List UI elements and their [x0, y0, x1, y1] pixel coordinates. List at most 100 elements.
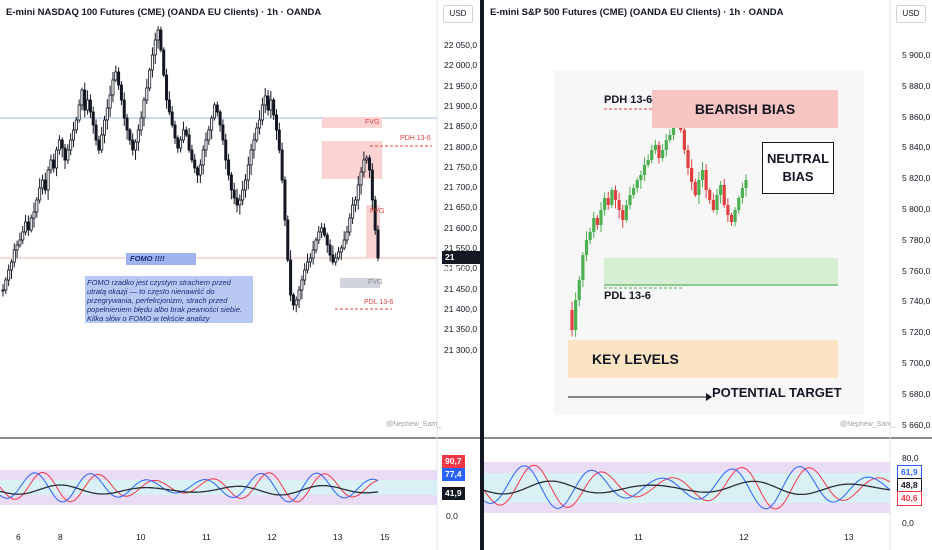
nasdaq-candle-body — [263, 95, 267, 106]
nasdaq-candle-body — [362, 159, 366, 173]
nasdaq-candle-body — [252, 139, 256, 151]
nasdaq-osc-line-black — [0, 484, 379, 496]
nasdaq-candle-body — [331, 254, 335, 263]
nasdaq-candle-body — [334, 257, 338, 263]
nasdaq-price-tick: 21 300,0 — [444, 344, 478, 355]
sp500-date-12: 12 — [739, 532, 749, 542]
nasdaq-candle-body — [32, 211, 36, 219]
nasdaq-candle-body — [43, 179, 47, 191]
nasdaq-candle-body — [314, 239, 318, 251]
nasdaq-osc-badge-1: 90,7 — [442, 455, 465, 468]
nasdaq-candle-body — [198, 164, 202, 176]
nasdaq-candle-body — [145, 87, 149, 101]
nasdaq-fvg-label-2: FVG — [370, 208, 385, 215]
nasdaq-candle-body — [351, 204, 355, 219]
nasdaq-osc-line-blue — [0, 472, 379, 503]
nasdaq-candle-body — [207, 129, 211, 141]
nasdaq-candle-body — [69, 139, 73, 151]
nasdaq-osc-badge-3: 41,9 — [442, 487, 465, 500]
nasdaq-candle-body — [91, 111, 95, 126]
sp500-candle-body — [744, 180, 748, 188]
nasdaq-candle-body — [210, 117, 214, 131]
sp500-chart-title: E-mini S&P 500 Futures (CME) (OANDA EU C… — [490, 7, 784, 18]
sp500-candle-body — [624, 205, 628, 220]
nasdaq-candle-body — [328, 244, 332, 256]
nasdaq-candle-body — [21, 231, 25, 241]
sp500-candle-body — [726, 205, 730, 215]
sp500-chart-panel[interactable]: E-mini S&P 500 Futures (CME) (OANDA EU C… — [484, 0, 932, 550]
nasdaq-date-13: 13 — [333, 532, 343, 542]
sp500-candle-body — [682, 130, 686, 150]
nasdaq-candle-body — [103, 119, 107, 136]
sp500-candle-body — [628, 195, 632, 205]
nasdaq-price-tick: 21 700,0 — [444, 182, 478, 193]
sp500-candle-body — [704, 170, 708, 190]
nasdaq-candle-body — [272, 99, 276, 116]
sp500-osc-line-blue — [484, 465, 891, 510]
nasdaq-candle-body — [291, 294, 295, 306]
sp500-osc-line-red — [484, 464, 891, 510]
sp500-price-tick: 5 700,0 — [902, 358, 931, 368]
sp500-candle-body — [603, 198, 607, 210]
nasdaq-price-tick: 21 550,0 — [444, 243, 478, 253]
sp500-candle-body — [610, 190, 614, 205]
nasdaq-candle-body — [342, 239, 346, 249]
sp500-candle-body — [715, 195, 719, 210]
nasdaq-price-tick: 22 000,0 — [444, 60, 478, 71]
nasdaq-chart-canvas[interactable] — [0, 0, 480, 550]
nasdaq-candle-body — [88, 99, 92, 113]
nasdaq-date-15: 15 — [380, 532, 390, 542]
sp500-candle-body — [700, 170, 705, 180]
nasdaq-osc-band-top — [0, 470, 437, 480]
nasdaq-candle-body — [29, 217, 33, 231]
nasdaq-chart-panel[interactable]: E-mini NASDAQ 100 Futures (CME) (OANDA E… — [0, 0, 480, 550]
nasdaq-candle-body — [196, 167, 200, 176]
sp500-candle-body — [650, 150, 654, 160]
nasdaq-candle-body — [249, 149, 253, 166]
sp500-price-tick: 5 720,0 — [902, 327, 931, 338]
panel-divider[interactable] — [480, 0, 484, 550]
nasdaq-candle-body — [294, 299, 298, 306]
nasdaq-candle-body — [105, 107, 109, 121]
sp500-chart-canvas[interactable] — [484, 0, 932, 550]
nasdaq-candle-body — [26, 221, 30, 231]
nasdaq-candle-body — [162, 49, 166, 76]
sp500-candle-body — [592, 218, 596, 232]
sp500-pdh-label: PDH 13-6 — [604, 94, 653, 106]
nasdaq-candle-body — [94, 124, 98, 141]
nasdaq-candle-body — [359, 171, 363, 186]
sp500-currency-button[interactable]: USD — [896, 5, 926, 23]
nasdaq-candle-body — [66, 149, 70, 161]
nasdaq-candle-body — [150, 54, 154, 71]
sp500-candle-body — [606, 198, 610, 205]
nasdaq-pdh-label: PDH 13-6 — [400, 135, 431, 142]
nasdaq-date-8: 8 — [58, 532, 63, 542]
nasdaq-candle-body — [125, 117, 129, 131]
nasdaq-candle-body — [170, 111, 174, 126]
sp500-candle-body — [693, 182, 697, 195]
sp500-candle-body — [740, 188, 744, 198]
nasdaq-candle-body — [232, 189, 236, 199]
nasdaq-price-tick: 21 650,0 — [444, 202, 478, 213]
sp500-candle-body — [711, 200, 715, 210]
nasdaq-candle-body — [325, 234, 329, 246]
nasdaq-candle-body — [1, 289, 5, 292]
nasdaq-candle-body — [235, 197, 239, 206]
sp500-support-zone — [604, 258, 838, 284]
sp500-candle-body — [599, 210, 603, 225]
nasdaq-candle-body — [238, 199, 242, 206]
sp500-osc-tick-80: 80,0 — [902, 453, 919, 463]
nasdaq-currency-button[interactable]: USD — [443, 5, 473, 23]
bearish-bias-zone: BEARISH BIAS — [652, 90, 838, 128]
nasdaq-candle-body — [35, 199, 39, 213]
nasdaq-candle-body — [71, 129, 75, 141]
nasdaq-candle-body — [159, 29, 163, 51]
nasdaq-fvg-zone-4 — [340, 278, 380, 288]
nasdaq-candle-body — [139, 117, 143, 131]
nasdaq-date-10: 10 — [136, 532, 146, 542]
nasdaq-osc-zero-tick: 0,0 — [446, 511, 458, 521]
nasdaq-candle-body — [297, 289, 301, 301]
sp500-candle-body — [646, 160, 650, 165]
nasdaq-candle-body — [339, 247, 343, 253]
nasdaq-candle-body — [229, 174, 233, 191]
